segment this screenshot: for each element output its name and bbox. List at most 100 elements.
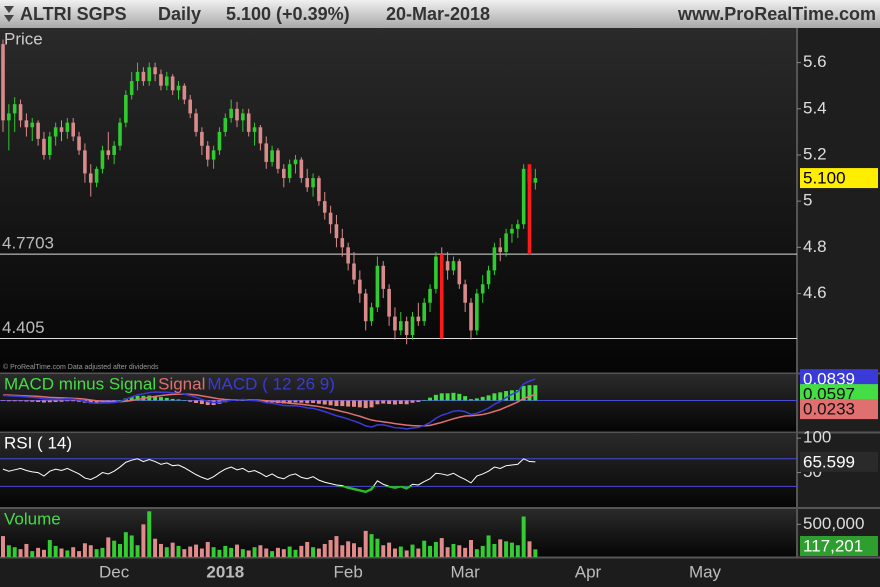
histogram-bar bbox=[492, 393, 497, 401]
candle-body bbox=[211, 150, 216, 160]
candle-body bbox=[112, 145, 116, 155]
candle-body bbox=[521, 168, 526, 225]
histogram-bar bbox=[129, 396, 134, 401]
volume-bar bbox=[135, 545, 140, 557]
volume-bar bbox=[433, 541, 438, 557]
candle-body bbox=[498, 247, 503, 252]
histogram-bar bbox=[369, 400, 374, 408]
candle-body bbox=[475, 293, 479, 331]
y-tick-label: 5 bbox=[803, 191, 812, 210]
x-tick-label: Dec bbox=[99, 562, 130, 581]
histogram-bar bbox=[404, 400, 409, 405]
volume-bar bbox=[428, 545, 433, 557]
histogram-bar bbox=[322, 400, 327, 405]
candle-body bbox=[311, 178, 315, 188]
candle-body bbox=[322, 201, 327, 213]
volume-bar bbox=[504, 541, 509, 557]
volume-bar bbox=[416, 548, 421, 557]
histogram-bar bbox=[305, 400, 310, 404]
x-tick-label: Feb bbox=[334, 562, 363, 581]
volume-bar bbox=[410, 544, 415, 557]
histogram-bar bbox=[153, 396, 158, 401]
histogram-bar bbox=[235, 400, 239, 401]
histogram-bar bbox=[176, 399, 181, 401]
candle-body bbox=[100, 150, 105, 169]
volume-bar bbox=[71, 547, 76, 557]
volume-bar bbox=[100, 547, 105, 557]
histogram-bar bbox=[439, 393, 444, 401]
candle-body bbox=[492, 247, 497, 271]
volume-bar bbox=[141, 524, 146, 557]
macd-pane bbox=[0, 375, 797, 431]
histogram-bar bbox=[469, 399, 473, 401]
candle-body bbox=[358, 279, 362, 294]
volume-bar bbox=[106, 537, 111, 557]
candle-body bbox=[194, 113, 198, 132]
volume-bar bbox=[246, 550, 251, 557]
volume-bar bbox=[521, 516, 526, 557]
candle-body bbox=[381, 265, 386, 289]
volume-bar bbox=[340, 545, 345, 557]
volume-bar bbox=[30, 551, 35, 557]
histogram-bar bbox=[311, 400, 316, 403]
candle-body bbox=[77, 136, 81, 151]
histogram-bar bbox=[94, 400, 99, 403]
candle-body bbox=[124, 94, 128, 123]
y-tick-label: 4.6 bbox=[803, 283, 827, 302]
histogram-bar bbox=[334, 400, 339, 407]
volume-bar bbox=[352, 543, 356, 557]
histogram-bar bbox=[264, 400, 269, 403]
candle-body bbox=[42, 138, 46, 155]
candle-body bbox=[451, 261, 456, 271]
candle-body bbox=[463, 284, 467, 303]
candle-body bbox=[12, 104, 17, 114]
histogram-bar bbox=[65, 400, 70, 402]
volume-bar bbox=[474, 549, 479, 557]
volume-bar bbox=[147, 511, 152, 557]
volume-bar bbox=[287, 546, 292, 557]
volume-bar bbox=[498, 539, 503, 557]
volume-bar bbox=[369, 534, 374, 557]
y-tick-label: 5.4 bbox=[803, 98, 827, 117]
histogram-bar bbox=[328, 400, 333, 406]
volume-bar bbox=[176, 545, 181, 557]
histogram-bar bbox=[340, 400, 345, 407]
time-axis-area bbox=[0, 558, 880, 587]
histogram-bar bbox=[486, 395, 491, 401]
candle-body bbox=[287, 164, 292, 179]
candle-body bbox=[399, 321, 403, 331]
candle-body bbox=[229, 108, 233, 119]
volume-bar bbox=[118, 543, 122, 557]
histogram-bar bbox=[182, 400, 187, 401]
volume-bar bbox=[112, 540, 117, 557]
histogram-bar bbox=[498, 392, 503, 401]
histogram-bar bbox=[474, 398, 479, 401]
histogram-bar bbox=[287, 400, 292, 403]
x-tick-label: Apr bbox=[575, 562, 602, 581]
volume-bar bbox=[270, 551, 275, 557]
volume-bar bbox=[229, 547, 234, 557]
histogram-bar bbox=[316, 400, 321, 404]
histogram-bar bbox=[527, 385, 532, 401]
volume-bar bbox=[439, 538, 444, 557]
histogram-bar bbox=[375, 400, 380, 405]
histogram-bar bbox=[398, 400, 403, 405]
histogram-bar bbox=[410, 400, 415, 403]
volume-bar bbox=[311, 547, 316, 557]
rsi-line bbox=[2, 458, 536, 493]
histogram-bar bbox=[293, 400, 298, 403]
volume-bar bbox=[205, 541, 210, 557]
histogram-bar bbox=[463, 396, 468, 401]
volume-bar bbox=[515, 545, 520, 557]
menu-icon[interactable] bbox=[4, 6, 14, 22]
histogram-bar bbox=[392, 400, 397, 405]
histogram-bar bbox=[346, 400, 351, 407]
volume-bar bbox=[53, 545, 58, 557]
last-value: 0.0233 bbox=[803, 400, 855, 419]
histogram-bar bbox=[533, 385, 538, 401]
candle-body bbox=[188, 99, 192, 114]
indicator-line bbox=[2, 393, 536, 427]
volume-bar bbox=[6, 545, 11, 557]
volume-bar bbox=[486, 535, 491, 557]
histogram-bar bbox=[199, 400, 204, 405]
